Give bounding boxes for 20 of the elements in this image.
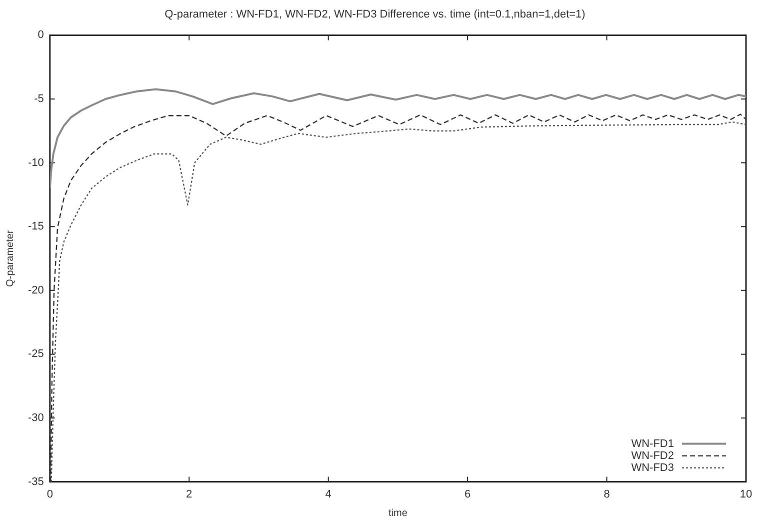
legend-label: WN-FD2 bbox=[631, 450, 674, 462]
y-tick-label: -5 bbox=[34, 93, 44, 106]
legend-label: WN-FD1 bbox=[631, 438, 674, 450]
y-tick-label: -30 bbox=[28, 412, 44, 424]
legend-label: WN-FD3 bbox=[631, 462, 674, 474]
x-tick-label: 6 bbox=[464, 488, 471, 500]
x-tick-label: 10 bbox=[740, 488, 752, 500]
x-tick-label: 8 bbox=[604, 488, 610, 500]
x-tick-label: 2 bbox=[186, 488, 192, 500]
x-tick-label: 4 bbox=[325, 488, 332, 500]
y-axis-title: Q-parameter bbox=[4, 229, 16, 287]
y-tick-label: -15 bbox=[28, 220, 44, 233]
y-tick-label: -20 bbox=[28, 284, 44, 296]
x-axis-title: time bbox=[388, 508, 408, 519]
y-tick-label: -10 bbox=[28, 156, 44, 169]
chart-title: Q-parameter : WN-FD1, WN-FD2, WN-FD3 Difference vs. time (int=0.1,nban=1,det=1) bbox=[164, 8, 586, 21]
x-tick-label: 0 bbox=[46, 488, 53, 500]
y-tick-label: 0 bbox=[38, 29, 44, 42]
y-tick-label: -25 bbox=[28, 348, 44, 360]
y-tick-label: -35 bbox=[28, 476, 44, 488]
